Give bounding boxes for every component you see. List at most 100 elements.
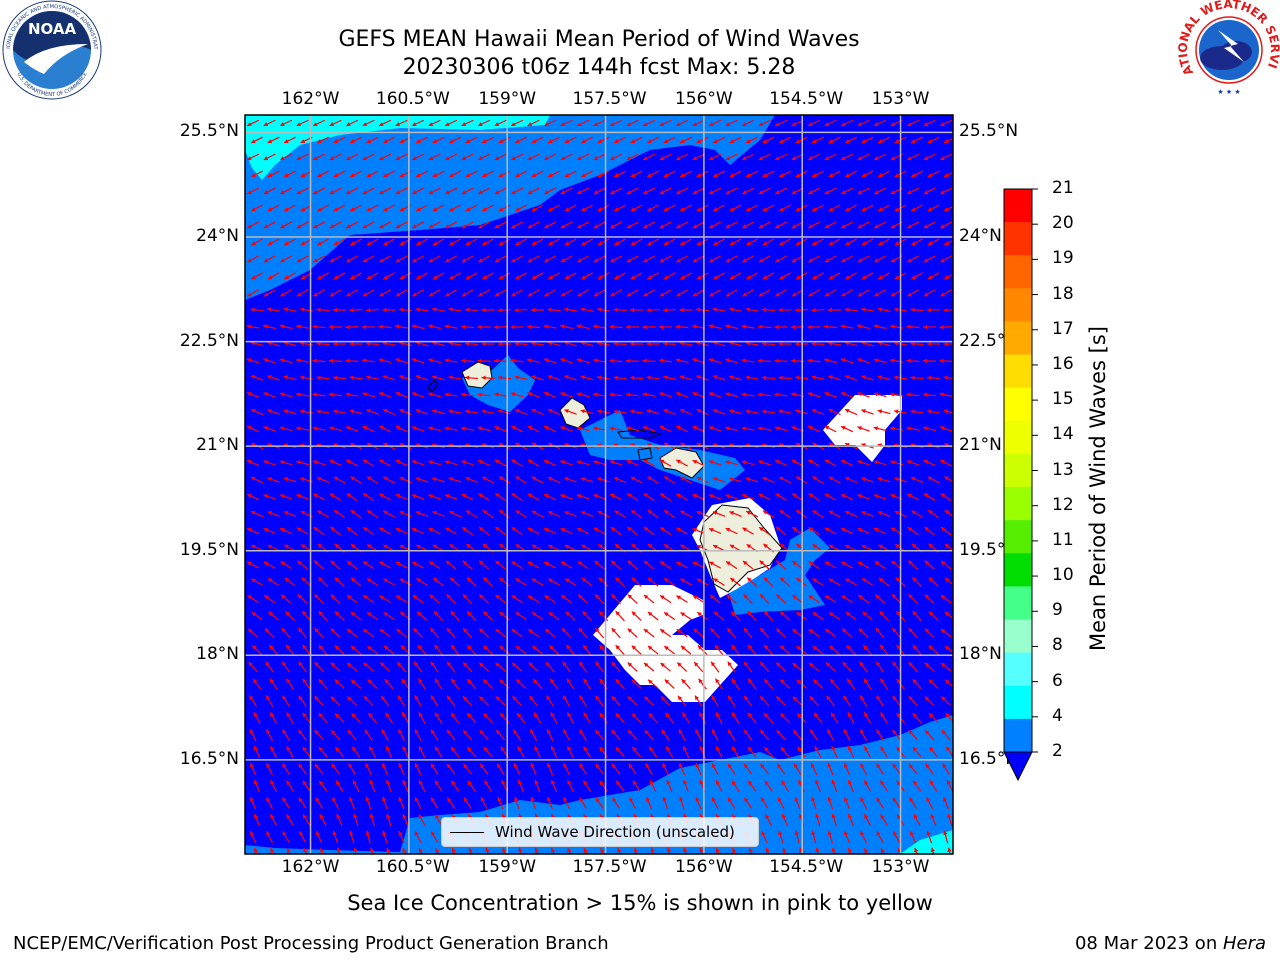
wave-direction-arrow (428, 153, 441, 161)
wave-direction-arrow (418, 779, 426, 793)
wave-direction-arrow (798, 779, 805, 793)
wave-direction-arrow (362, 153, 375, 161)
wave-direction-arrow (432, 375, 445, 381)
wave-direction-arrow (417, 678, 427, 690)
wave-direction-arrow (564, 443, 577, 449)
wave-direction-arrow (925, 763, 934, 775)
wave-direction-arrow (544, 255, 556, 263)
wave-direction-arrow (940, 594, 952, 604)
wave-direction-arrow (250, 204, 264, 212)
wave-direction-arrow (543, 459, 557, 467)
wave-direction-arrow (630, 272, 643, 280)
wave-direction-arrow (596, 307, 611, 312)
wave-direction-arrow (299, 307, 314, 312)
wave-direction-arrow (675, 187, 689, 195)
wave-direction-arrow (758, 289, 771, 297)
wave-direction-arrow (349, 136, 363, 144)
wave-direction-arrow (498, 476, 511, 484)
colorbar-swatch (1004, 652, 1032, 687)
wave-direction-arrow (844, 442, 858, 450)
wave-direction-arrow (626, 459, 639, 467)
wave-direction-arrow (581, 544, 593, 552)
wave-direction-arrow (432, 477, 445, 483)
period-contour-south-band (900, 830, 953, 854)
wave-direction-arrow (564, 341, 577, 347)
wave-direction-arrow (351, 712, 361, 724)
wave-direction-arrow (961, 477, 972, 484)
wave-direction-arrow (399, 272, 412, 280)
wave-direction-arrow (597, 238, 610, 246)
wave-direction-arrow (527, 628, 540, 638)
wave-direction-arrow (696, 578, 709, 586)
wave-direction-arrow (366, 375, 379, 380)
wave-direction-arrow (731, 780, 740, 792)
wave-direction-arrow (811, 442, 825, 450)
wave-direction-arrow (775, 628, 787, 638)
wave-direction-arrow (579, 695, 587, 707)
wave-direction-arrow (597, 510, 610, 518)
wave-direction-arrow (365, 796, 372, 810)
wave-direction-arrow (378, 425, 392, 433)
wave-direction-arrow (693, 661, 704, 673)
wave-direction-arrow (840, 425, 854, 433)
wave-direction-arrow (494, 221, 507, 229)
wave-direction-arrow (399, 611, 412, 621)
wave-direction-arrow (411, 494, 425, 500)
wave-direction-arrow (444, 426, 458, 431)
wave-direction-arrow (874, 255, 886, 263)
lat-tick-label: 22.5°N (959, 330, 1019, 351)
wave-direction-arrow (764, 780, 773, 792)
wave-direction-arrow (758, 460, 771, 466)
wave-direction-arrow (745, 443, 759, 448)
wave-direction-arrow (411, 324, 425, 330)
wave-direction-arrow (462, 560, 473, 570)
wave-direction-arrow (386, 813, 392, 827)
wave-direction-arrow (268, 644, 279, 656)
wave-direction-arrow (761, 307, 776, 312)
wave-direction-arrow (562, 661, 571, 673)
wave-direction-arrow (730, 610, 741, 622)
wave-direction-arrow (411, 460, 425, 466)
wave-direction-arrow (823, 324, 838, 330)
wave-direction-arrow (478, 560, 490, 570)
wave-direction-arrow (428, 358, 441, 364)
wave-direction-arrow (418, 745, 426, 759)
wave-direction-arrow (515, 679, 527, 689)
wave-direction-arrow (913, 813, 921, 827)
wave-direction-arrow (663, 476, 676, 484)
wave-direction-arrow (741, 221, 755, 229)
wave-direction-arrow (890, 527, 903, 535)
wave-direction-arrow (745, 170, 759, 178)
wave-direction-arrow (924, 594, 935, 604)
wave-direction-arrow (444, 324, 458, 329)
wave-direction-arrow (659, 425, 672, 433)
wave-direction-arrow (844, 341, 858, 347)
wave-direction-arrow (907, 255, 919, 263)
wave-direction-arrow (908, 627, 918, 639)
colorbar-swatch (1004, 288, 1032, 322)
wave-direction-arrow (696, 341, 709, 347)
wave-direction-arrow (550, 712, 558, 724)
wave-direction-arrow (907, 560, 919, 570)
wave-direction-arrow (824, 628, 837, 638)
wave-direction-arrow (531, 611, 544, 621)
wave-direction-arrow (267, 375, 280, 381)
wave-direction-arrow (512, 695, 522, 707)
wave-direction-arrow (511, 662, 523, 672)
wave-direction-arrow (779, 543, 791, 553)
wave-direction-arrow (249, 830, 257, 844)
wave-direction-arrow (495, 696, 506, 706)
colorbar-tick-label: 17 (1052, 318, 1074, 339)
lat-tick-label: 21°N (196, 435, 239, 456)
wave-direction-arrow (843, 830, 851, 844)
wave-direction-arrow (663, 375, 676, 380)
wave-direction-arrow (906, 153, 920, 161)
wave-direction-arrow (877, 443, 891, 449)
wave-direction-arrow (270, 847, 275, 854)
wave-direction-arrow (962, 713, 970, 723)
wave-direction-arrow (333, 238, 346, 246)
wave-direction-arrow (762, 170, 775, 178)
wave-direction-arrow (712, 443, 726, 449)
wave-direction-arrow (329, 255, 342, 263)
wave-direction-arrow (906, 119, 920, 127)
